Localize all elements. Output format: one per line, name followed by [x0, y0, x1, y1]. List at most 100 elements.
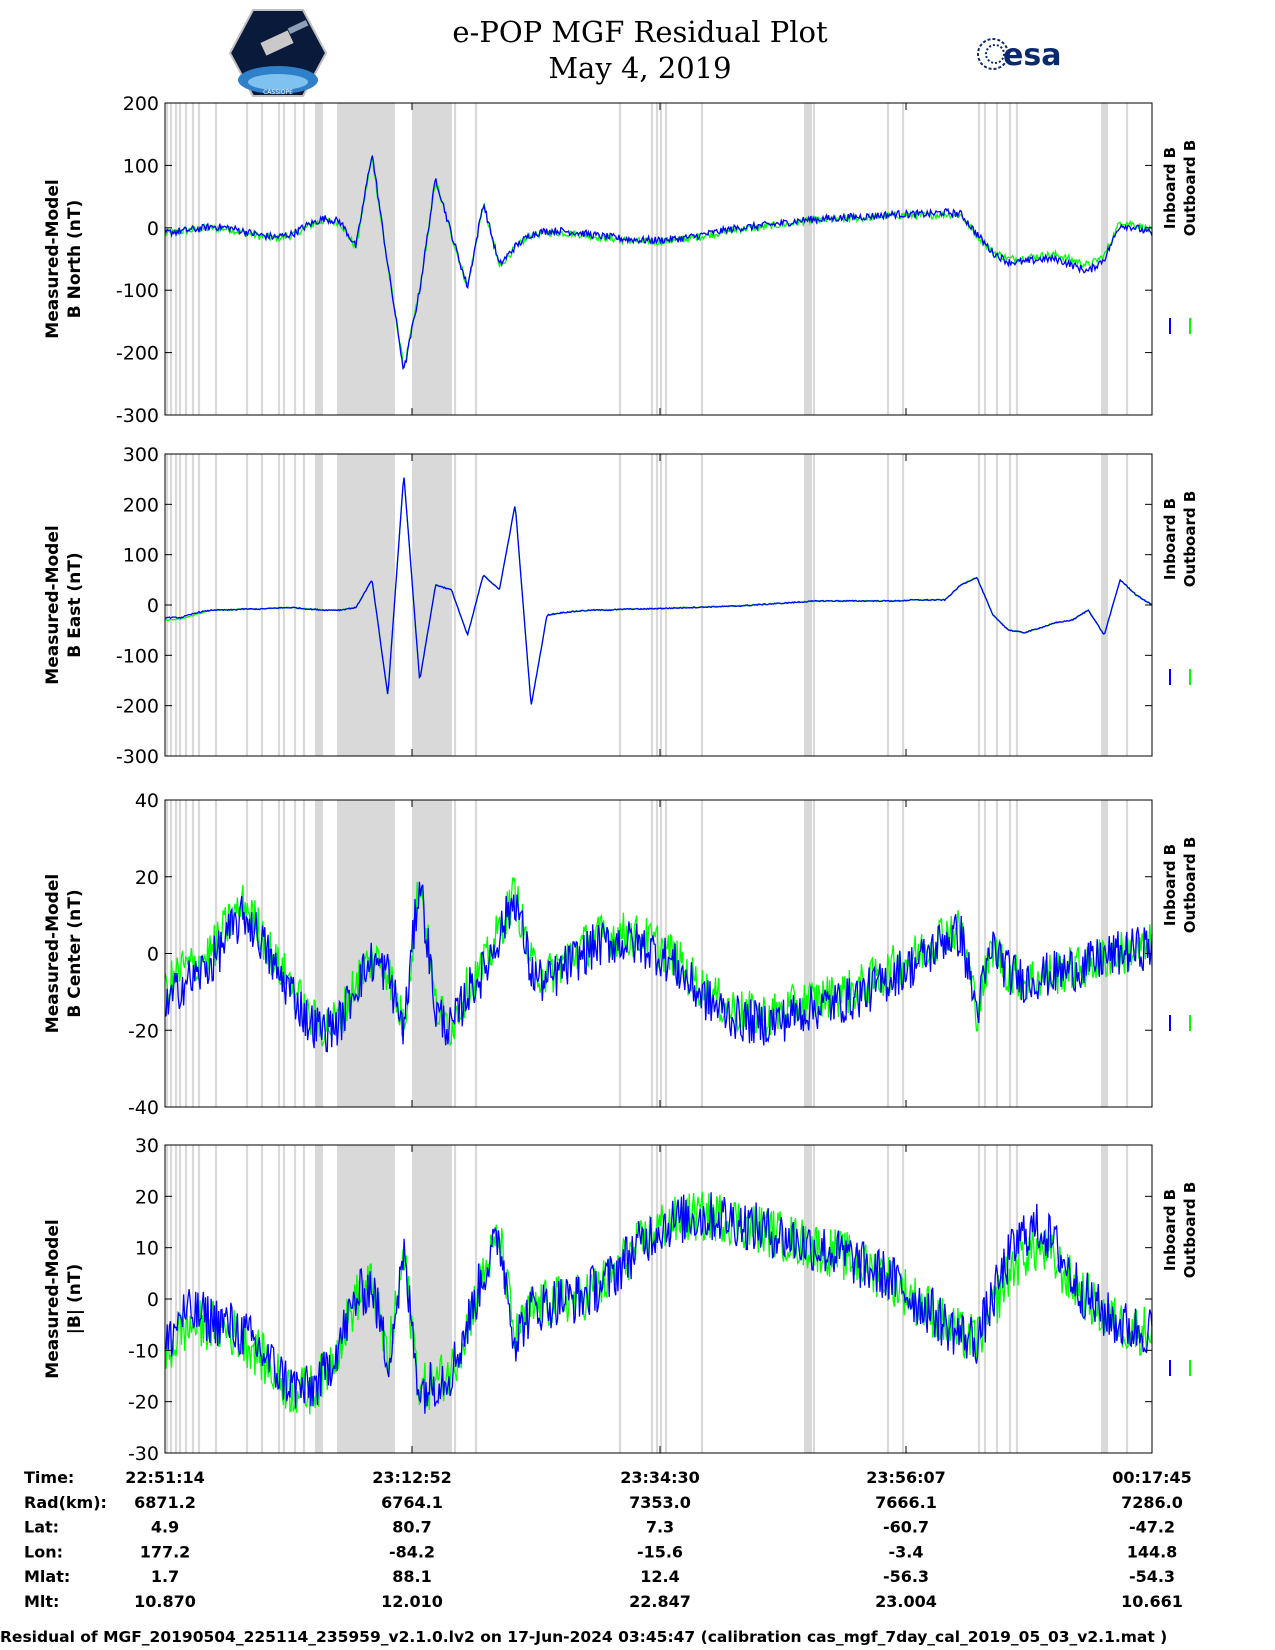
orbit-value: -54.3 — [1129, 1567, 1175, 1586]
chart-title: e-POP MGF Residual Plot May 4, 2019 — [380, 14, 900, 86]
shade-band — [412, 103, 452, 415]
series-line-inboard-b — [164, 1192, 1153, 1414]
y-axis-label: B Center (nT) — [65, 889, 85, 1017]
y-tick-label: 0 — [147, 1289, 159, 1311]
y-tick-label: 0 — [147, 944, 159, 966]
orbit-value: 144.8 — [1127, 1542, 1178, 1561]
cassiope-logo: CASSIOPE — [228, 9, 328, 97]
y-axis-label: Measured-Model — [43, 525, 63, 684]
orbit-value: 22:51:14 — [125, 1468, 205, 1487]
shade-band — [412, 800, 452, 1107]
orbit-value: -56.3 — [883, 1567, 929, 1586]
y-tick-label: 100 — [123, 545, 159, 567]
title-line-1: e-POP MGF Residual Plot — [452, 15, 828, 49]
shade-band — [1101, 454, 1106, 756]
legend-label: Inboard B — [1161, 1189, 1179, 1271]
y-tick-label: 40 — [135, 790, 159, 812]
svg-text:CASSIOPE: CASSIOPE — [263, 89, 293, 96]
orbit-row-label: Rad(km): — [24, 1493, 107, 1512]
y-tick-label: -30 — [128, 1443, 159, 1465]
shade-band — [349, 454, 395, 756]
orbit-value: -3.4 — [889, 1542, 924, 1561]
y-tick-label: 10 — [135, 1238, 159, 1260]
panel-4: 30 20 10 0 -10 -20 -30 Measured-Model |B| (nT) In… — [43, 1135, 1199, 1465]
svg-text:esa: esa — [1003, 38, 1061, 73]
orbit-row-label: Lon: — [24, 1542, 63, 1561]
plot-frame — [164, 102, 1153, 416]
orbit-value: 23:34:30 — [620, 1468, 700, 1487]
legend-label: Outboard B — [1181, 1182, 1199, 1279]
shade-band — [804, 454, 812, 756]
panel-2: 300 200 100 0 -100 -200 -300 Measured-Model B Ea… — [43, 444, 1199, 768]
y-tick-label: -300 — [116, 405, 159, 427]
orbit-value: 7.3 — [646, 1518, 674, 1537]
y-tick-label: 20 — [135, 867, 159, 889]
plot-frame — [164, 453, 1153, 757]
orbit-value: 1.7 — [151, 1567, 179, 1586]
y-tick-label: 30 — [135, 1135, 159, 1157]
orbit-value: 88.1 — [392, 1567, 431, 1586]
y-axis-label: Measured-Model — [43, 874, 63, 1033]
orbit-value: 00:17:45 — [1112, 1468, 1192, 1487]
orbit-value: 12.010 — [381, 1592, 443, 1611]
legend-label: Inboard B — [1161, 844, 1179, 926]
y-tick-label: 200 — [123, 93, 159, 115]
orbit-value: 7286.0 — [1121, 1493, 1183, 1512]
orbit-row-label: Mlat: — [24, 1567, 70, 1586]
series-line-outboard-b — [165, 477, 1153, 705]
orbit-value: 23:56:07 — [866, 1468, 946, 1487]
y-tick-label: 0 — [147, 595, 159, 617]
orbit-value: 10.661 — [1121, 1592, 1183, 1611]
series-line-outboard-b — [164, 154, 1153, 369]
orbit-value: 6871.2 — [134, 1493, 196, 1512]
orbit-row-label: Mlt: — [24, 1592, 59, 1611]
legend-label: Inboard B — [1161, 147, 1179, 229]
legend-label: Outboard B — [1181, 837, 1199, 934]
shade-band — [804, 800, 812, 1107]
orbit-value: -84.2 — [389, 1542, 435, 1561]
shade-band — [315, 800, 323, 1107]
y-tick-label: -100 — [116, 280, 159, 302]
y-axis-label: |B| (nT) — [65, 1264, 85, 1335]
orbit-row-label: Time: — [24, 1468, 74, 1487]
orbit-value: -47.2 — [1129, 1518, 1175, 1537]
shade-band — [804, 1145, 812, 1453]
y-tick-label: -100 — [116, 645, 159, 667]
y-axis-label: Measured-Model — [43, 1219, 63, 1378]
y-tick-label: -20 — [128, 1392, 159, 1414]
orbit-value: -15.6 — [637, 1542, 683, 1561]
esa-logo: esa — [977, 38, 1061, 73]
orbit-value: 177.2 — [140, 1542, 191, 1561]
y-tick-label: -300 — [116, 746, 159, 768]
orbit-row-label: Lat: — [24, 1518, 59, 1537]
shade-band — [1101, 1145, 1106, 1453]
y-tick-label: -10 — [128, 1340, 159, 1362]
shade-band — [315, 103, 323, 415]
shade-band — [804, 103, 812, 415]
legend-label: Outboard B — [1181, 491, 1199, 588]
orbit-value: 22.847 — [629, 1592, 691, 1611]
y-tick-label: 0 — [147, 218, 159, 240]
orbit-value: 23:12:52 — [372, 1468, 452, 1487]
orbit-value: 6764.1 — [381, 1493, 443, 1512]
orbit-value: 23.004 — [875, 1592, 937, 1611]
orbit-value: 80.7 — [392, 1518, 431, 1537]
orbit-value: 12.4 — [640, 1567, 679, 1586]
y-axis-label: Measured-Model — [43, 179, 63, 338]
orbit-value: 4.9 — [151, 1518, 179, 1537]
shade-band — [412, 1145, 452, 1453]
y-tick-label: 20 — [135, 1186, 159, 1208]
panel-3: 40 20 0 -20 -40 Measured-Model B Center (nT) In… — [43, 790, 1199, 1119]
orbit-value: -60.7 — [883, 1518, 929, 1537]
y-axis-label: B East (nT) — [65, 552, 85, 657]
y-tick-label: -200 — [116, 343, 159, 365]
series-line-outboard-b — [164, 1191, 1153, 1415]
legend-label: Inboard B — [1161, 498, 1179, 580]
shade-band — [315, 1145, 323, 1453]
y-tick-label: -40 — [128, 1097, 159, 1119]
shade-band — [349, 103, 395, 415]
shade-band — [315, 454, 323, 756]
y-tick-label: 100 — [123, 155, 159, 177]
series-line-inboard-b — [164, 155, 1153, 370]
